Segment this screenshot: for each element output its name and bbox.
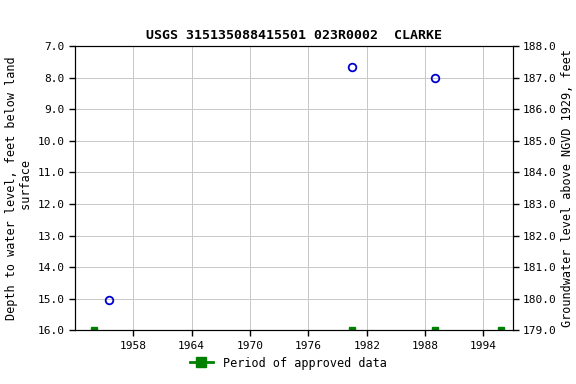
Y-axis label: Depth to water level, feet below land
 surface: Depth to water level, feet below land su… — [5, 56, 33, 320]
Title: USGS 315135088415501 023R0002  CLARKE: USGS 315135088415501 023R0002 CLARKE — [146, 29, 442, 42]
Legend: Period of approved data: Period of approved data — [185, 352, 391, 374]
Y-axis label: Groundwater level above NGVD 1929, feet: Groundwater level above NGVD 1929, feet — [561, 49, 574, 327]
